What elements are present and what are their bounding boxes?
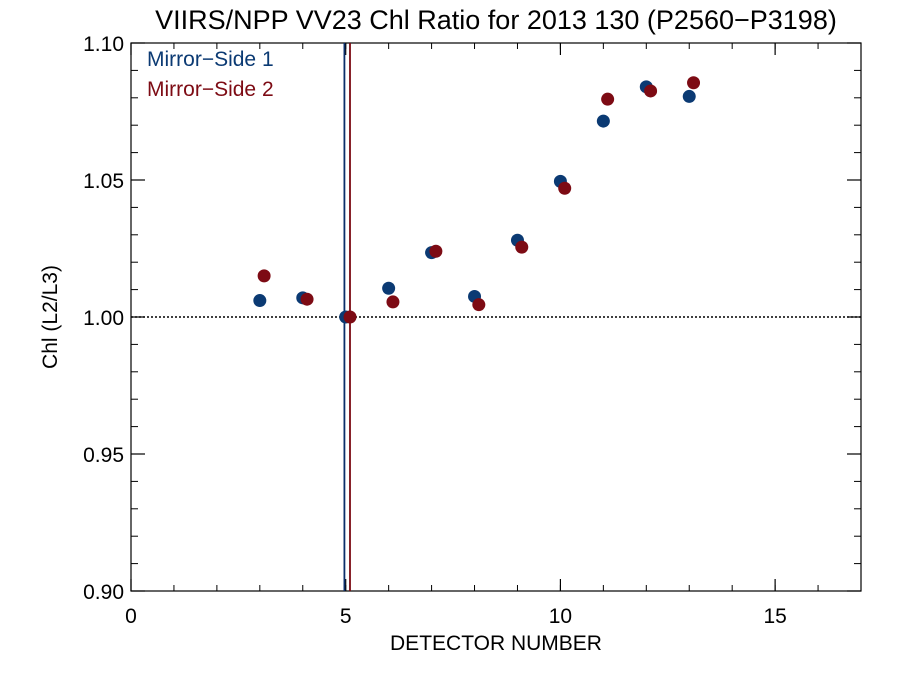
data-point-series2-6 bbox=[472, 298, 486, 312]
y-tick-label: 1.10 bbox=[83, 33, 124, 56]
y-tick-labels: 0.90 0.95 1.00 1.05 1.10 bbox=[83, 33, 124, 604]
x-tick-labels: 0 5 10 15 bbox=[125, 605, 787, 628]
x-tick-label: 5 bbox=[340, 605, 352, 628]
data-point-series2-7 bbox=[515, 240, 529, 254]
y-axis-label: Chl (L2/L3) bbox=[39, 265, 62, 369]
y-tick-label: 1.05 bbox=[83, 170, 124, 193]
x-axis-label: DETECTOR NUMBER bbox=[390, 632, 602, 655]
data-point-series2-9 bbox=[601, 92, 615, 106]
data-point-series2-3 bbox=[343, 310, 357, 324]
data-point-series2-4 bbox=[386, 295, 400, 309]
y-tick-label: 0.90 bbox=[83, 581, 124, 604]
data-point-series2-8 bbox=[558, 181, 572, 195]
data-point-series1-9 bbox=[596, 114, 610, 128]
data-point-series2-5 bbox=[429, 244, 443, 258]
data-point-series2-10 bbox=[644, 84, 658, 98]
major-ticks bbox=[130, 42, 861, 592]
x-tick-label: 10 bbox=[549, 605, 572, 628]
x-tick-label: 15 bbox=[763, 605, 786, 628]
data-point-series2-1 bbox=[257, 269, 271, 283]
chart-title: VIIRS/NPP VV23 Chl Ratio for 2013 130 (P… bbox=[155, 5, 837, 35]
legend-mirror-side-1: Mirror−Side 1 bbox=[147, 48, 274, 71]
data-point-series2-2 bbox=[300, 292, 314, 306]
y-tick-label: 1.00 bbox=[83, 307, 124, 330]
legend-mirror-side-2: Mirror−Side 2 bbox=[147, 78, 274, 101]
y-tick-label: 0.95 bbox=[83, 444, 124, 467]
data-point-series1-1 bbox=[253, 294, 267, 308]
data-point-series1-11 bbox=[682, 89, 696, 103]
x-tick-label: 0 bbox=[125, 605, 137, 628]
data-point-series2-11 bbox=[687, 76, 701, 90]
data-point-series1-4 bbox=[382, 281, 396, 295]
data-points bbox=[253, 76, 701, 324]
